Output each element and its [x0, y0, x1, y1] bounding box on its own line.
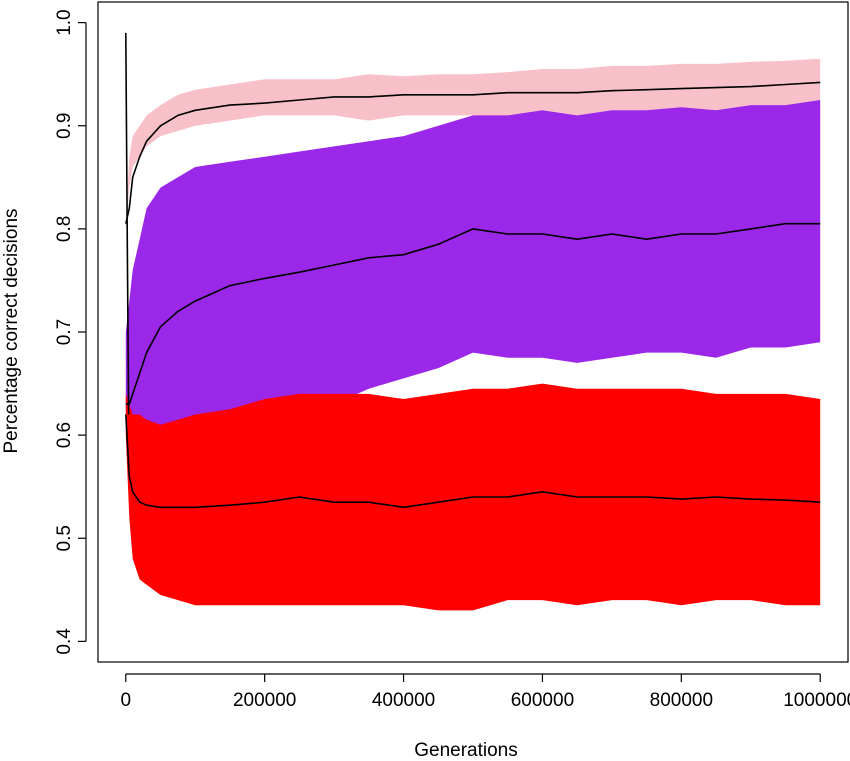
y-tick-label: 0.7 [54, 319, 75, 345]
confidence-bands [125, 58, 821, 611]
y-tick-label: 0.4 [54, 628, 75, 655]
y-tick-label: 0.5 [54, 525, 75, 551]
y-axis: 0.4 0.5 0.6 0.7 0.8 0.9 1.0 [54, 9, 87, 655]
series-line-3 [125, 414, 821, 509]
y-tick-label: 0.9 [54, 113, 75, 139]
x-tick-label: 0 [120, 690, 131, 711]
x-tick-label: 800000 [650, 690, 713, 711]
x-tick-label: 1000000 [783, 690, 850, 711]
y-tick-label: 0.8 [54, 216, 75, 242]
series-line-4 [125, 32, 130, 415]
series-line-2 [125, 222, 821, 406]
x-axis-title: Generations [414, 740, 518, 761]
x-tick-label: 400000 [372, 690, 435, 711]
x-tick-label: 600000 [511, 690, 574, 711]
plot-frame [97, 1, 849, 663]
y-tick-label: 0.6 [54, 422, 75, 448]
band-2 [125, 100, 821, 430]
y-tick-label: 1.0 [54, 9, 75, 35]
x-tick-label: 200000 [233, 690, 296, 711]
y-axis-title: Percentage correct decisions [1, 208, 22, 453]
band-1 [125, 58, 821, 229]
series-lines [125, 32, 821, 509]
x-axis: 0 200000 400000 600000 800000 1000000 [120, 673, 850, 711]
series-line-1 [125, 81, 821, 224]
